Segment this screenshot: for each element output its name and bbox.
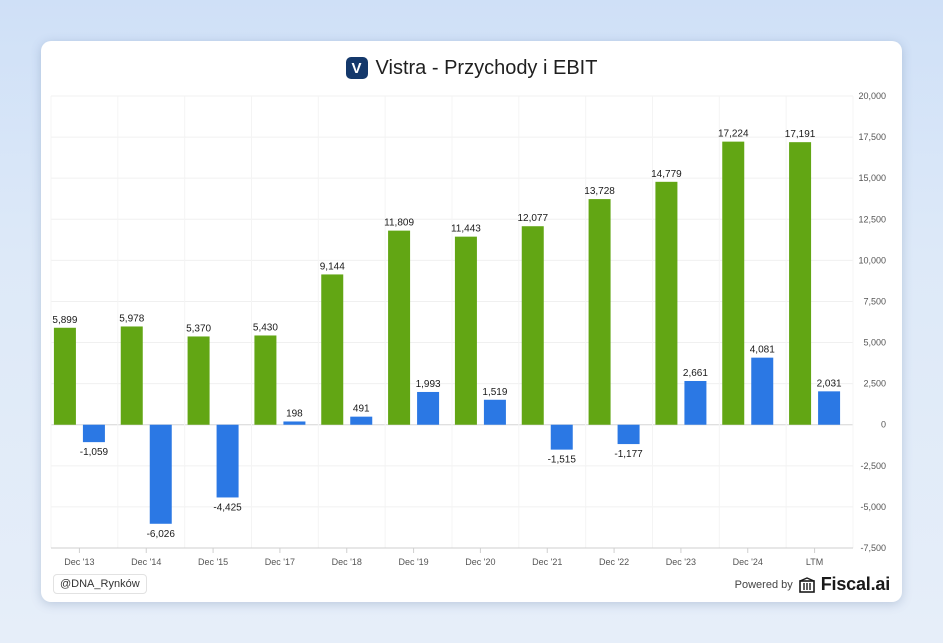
x-tick-label: Dec '22: [599, 557, 629, 567]
ebit-bar[interactable]: [617, 424, 640, 445]
data-label: -1,177: [614, 449, 643, 460]
y-tick-label: 20,000: [858, 91, 886, 101]
powered-by-label: Powered by: [734, 578, 793, 591]
revenue-bar[interactable]: [722, 141, 745, 425]
watermark-label: @DNA_Rynków: [53, 574, 147, 594]
y-tick-label: 0: [881, 420, 886, 430]
x-tick-label: Dec '15: [198, 557, 228, 567]
grid-lines: [50, 95, 854, 549]
data-label: 491: [353, 404, 370, 415]
data-label: 9,144: [320, 261, 345, 272]
revenue-bar[interactable]: [321, 274, 344, 425]
data-label: 12,077: [517, 213, 548, 224]
x-tick-label: Dec '20: [465, 557, 495, 567]
y-tick-label: 10,000: [858, 255, 886, 265]
ebit-bar[interactable]: [216, 424, 239, 498]
x-tick-label: Dec '13: [64, 557, 94, 567]
revenue-bar[interactable]: [655, 181, 678, 425]
x-tick-label: Dec '19: [398, 557, 428, 567]
data-label: 13,728: [584, 186, 615, 197]
revenue-bar[interactable]: [187, 336, 210, 425]
title-row: V Vistra - Przychody i EBIT: [41, 55, 902, 81]
revenue-bar[interactable]: [388, 230, 411, 425]
y-tick-label: 7,500: [863, 296, 886, 306]
y-tick-label: -7,500: [860, 543, 886, 553]
revenue-bar[interactable]: [53, 327, 76, 425]
ebit-bar[interactable]: [550, 424, 573, 450]
data-label: 198: [286, 408, 303, 419]
revenue-bar[interactable]: [454, 236, 477, 425]
x-tick-label: LTM: [806, 557, 823, 567]
ebit-bar[interactable]: [417, 391, 440, 425]
data-label: 2,031: [817, 378, 842, 389]
fiscal-brand: Fiscal.ai: [820, 574, 890, 594]
data-label: 17,224: [718, 129, 749, 140]
data-label: 14,779: [651, 169, 682, 180]
ebit-bar[interactable]: [751, 357, 774, 425]
bars: [53, 141, 841, 524]
data-label: -4,425: [213, 502, 242, 513]
x-tick-label: Dec '21: [532, 557, 562, 567]
y-tick-label: 2,500: [863, 379, 886, 389]
data-label: 1,993: [416, 379, 441, 390]
revenue-bar[interactable]: [120, 326, 143, 425]
revenue-bar[interactable]: [588, 199, 611, 425]
data-label: 5,370: [186, 323, 211, 334]
y-tick-label: 17,500: [858, 132, 886, 142]
logo-letter: V: [351, 59, 362, 77]
y-axis: 20,000 17,500 15,000 12,500 10,000 7,500 5,000…: [858, 91, 886, 553]
x-tick-label: Dec '17: [265, 557, 295, 567]
ebit-bar[interactable]: [350, 416, 373, 425]
chart-title: Vistra - Przychody i EBIT: [375, 56, 598, 79]
data-label: -1,059: [80, 447, 109, 458]
data-label: -1,515: [548, 455, 577, 466]
y-tick-label: 12,500: [858, 214, 886, 224]
ebit-bar[interactable]: [283, 421, 306, 425]
data-label: 5,430: [253, 322, 278, 333]
ebit-bar[interactable]: [684, 380, 707, 425]
data-label: 1,519: [482, 387, 507, 398]
y-tick-label: -2,500: [860, 461, 886, 471]
data-label: 11,809: [384, 218, 414, 229]
revenue-bar[interactable]: [521, 226, 544, 425]
revenue-bar[interactable]: [254, 335, 277, 425]
y-tick-label: 5,000: [863, 338, 886, 348]
y-tick-label: -5,000: [860, 502, 886, 512]
data-label: 4,081: [750, 345, 775, 356]
x-tick-label: Dec '24: [733, 557, 763, 567]
x-tick-label: Dec '14: [131, 557, 161, 567]
fiscal-building-icon: [798, 576, 815, 593]
x-axis: Dec '13 Dec '14 Dec '15 Dec '17 Dec '18 Dec '…: [51, 547, 853, 567]
ebit-bar[interactable]: [483, 399, 506, 425]
x-tick-label: Dec '18: [332, 557, 362, 567]
data-label: 5,899: [52, 315, 77, 326]
data-labels: 5,899 -1,059 5,978 -6,026 5,370 -4,425 5,430 19…: [52, 129, 842, 540]
data-label: 2,661: [683, 368, 708, 379]
bar-chart: 5,899 -1,059 5,978 -6,026 5,370 -4,425 5,430 19…: [50, 91, 886, 567]
revenue-bar[interactable]: [789, 142, 812, 425]
data-label: 11,443: [451, 224, 481, 235]
ebit-bar[interactable]: [149, 424, 172, 524]
chart-card: V Vistra - Przychody i EBIT 5,899 -1,059 5…: [41, 41, 902, 602]
y-tick-label: 15,000: [858, 173, 886, 183]
vistra-logo: V: [345, 57, 368, 79]
data-label: -6,026: [147, 529, 176, 540]
x-tick-label: Dec '23: [666, 557, 696, 567]
data-label: 5,978: [119, 313, 144, 324]
powered-by[interactable]: Powered by Fiscal.ai: [734, 574, 891, 595]
ebit-bar[interactable]: [82, 424, 105, 443]
ebit-bar[interactable]: [818, 391, 841, 425]
data-label: 17,191: [785, 129, 816, 140]
